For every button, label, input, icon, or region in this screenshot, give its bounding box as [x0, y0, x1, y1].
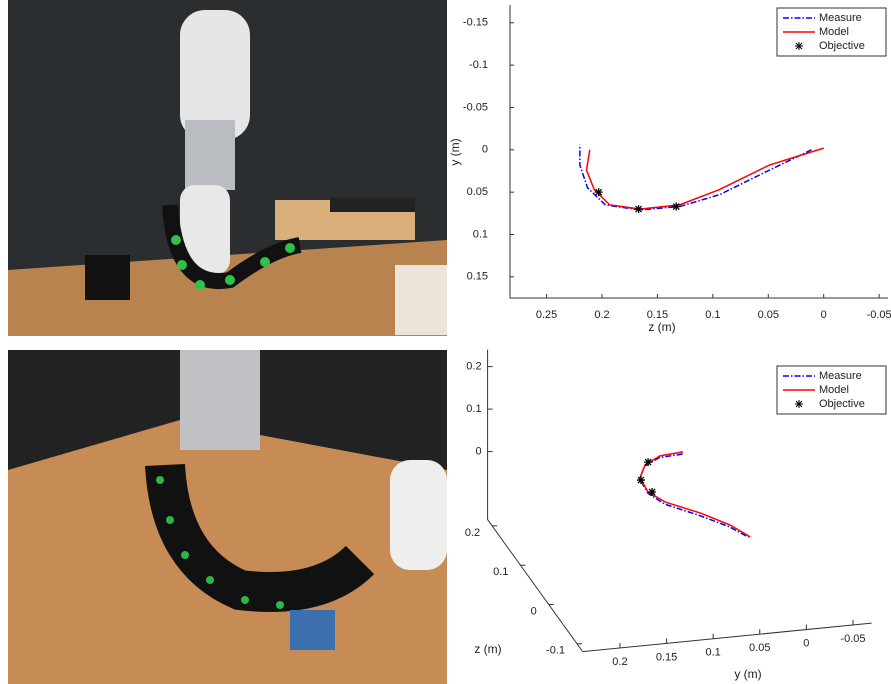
- y-tick-label: -0.05: [840, 633, 865, 645]
- x-axis-label: z (m): [648, 320, 675, 334]
- legend-marker: [795, 400, 803, 408]
- x-tick-label: 0: [821, 309, 827, 321]
- y-tick-label: -0.15: [463, 17, 488, 29]
- y-tick-label: -0.1: [469, 59, 488, 71]
- x-tick-label: 0.2: [594, 309, 609, 321]
- z-axis: [487, 519, 584, 652]
- series-line: [585, 147, 824, 210]
- y-tick-label: 0.15: [656, 651, 677, 663]
- y-tick-label: 0.05: [467, 186, 488, 198]
- y-axis-label: y (m): [734, 667, 761, 681]
- series-line: [639, 451, 751, 538]
- series-line: [638, 453, 749, 538]
- axes: [509, 5, 888, 299]
- legend-label: Objective: [819, 398, 865, 410]
- z-tick-label: 0.1: [493, 566, 508, 578]
- y-tick-label: -0.05: [463, 101, 488, 113]
- x-tick-label: -0.05: [867, 309, 891, 321]
- y-tick-label: 0.2: [612, 656, 627, 668]
- objective-marker: [636, 476, 645, 485]
- x-tick-label: 0.1: [705, 309, 720, 321]
- x-tick-label: 0.1: [466, 403, 481, 415]
- objective-marker: [672, 202, 681, 211]
- x-tick-label: 0.15: [647, 309, 668, 321]
- legend-label: Measure: [819, 370, 862, 382]
- legend-label: Objective: [819, 40, 865, 52]
- objective-marker: [648, 488, 657, 497]
- x-tick-label: 0.25: [536, 309, 557, 321]
- objective-marker: [644, 458, 653, 467]
- x-tick-label: 0.05: [758, 309, 779, 321]
- objective-marker: [594, 188, 603, 197]
- y-axis-label: y (m): [448, 138, 462, 165]
- y-tick-label: 0.15: [467, 271, 488, 283]
- legend-label: Measure: [819, 12, 862, 24]
- x-tick-label: 0: [475, 445, 481, 457]
- y-tick-label: 0: [803, 637, 809, 649]
- y-axis: [582, 622, 872, 653]
- z-tick-label: 0.2: [465, 527, 480, 539]
- z-tick-label: 0: [531, 605, 537, 617]
- legend-label: Model: [819, 26, 849, 38]
- legend-label: Model: [819, 384, 849, 396]
- series-line: [579, 144, 812, 211]
- objective-marker: [634, 205, 643, 214]
- y-tick-label: 0.1: [473, 228, 488, 240]
- z-axis-label: z (m): [474, 642, 501, 656]
- photo-robot-top: [8, 0, 447, 336]
- z-tick-label: -0.1: [546, 645, 565, 657]
- photo-robot-bottom: [8, 350, 447, 684]
- y-tick-label: 0: [482, 144, 488, 156]
- x-tick-label: 0.2: [466, 360, 481, 372]
- legend-marker: [795, 42, 803, 50]
- y-tick-label: 0.1: [706, 647, 721, 659]
- y-tick-label: 0.05: [749, 642, 770, 654]
